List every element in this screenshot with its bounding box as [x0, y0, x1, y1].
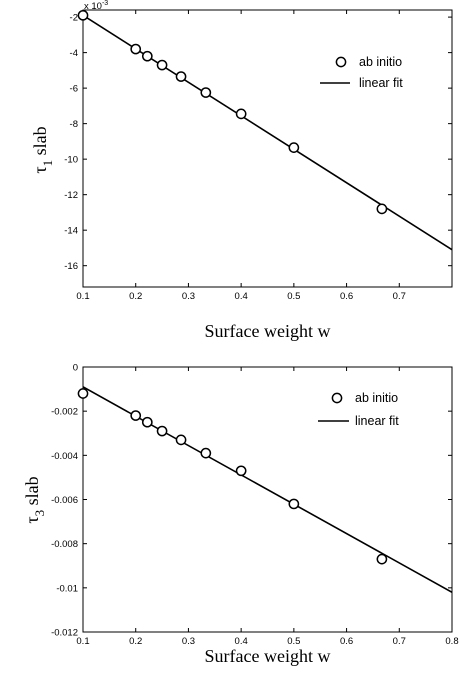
y-tick-label: -12 — [64, 190, 78, 201]
y-tick-label: -14 — [64, 226, 78, 237]
y-axis-label: τ3 slab — [22, 476, 47, 523]
y-tick-label: -4 — [70, 48, 78, 59]
data-point-ab-initio — [376, 203, 388, 215]
y-axis-label: τ1 slab — [30, 126, 55, 173]
y-tick-label: -0.008 — [51, 539, 78, 550]
x-tick-label: 0.5 — [287, 291, 300, 302]
data-point-ab-initio — [200, 447, 212, 459]
x-tick-label: 0.2 — [129, 636, 142, 647]
legend-label-linear-fit: linear fit — [359, 76, 403, 90]
x-tick-label: 0.6 — [340, 291, 353, 302]
y-tick-label: -0.006 — [51, 495, 78, 506]
x-tick-label: 0.4 — [235, 291, 248, 302]
data-point-ab-initio — [77, 9, 89, 21]
y-tick-label: -2 — [70, 13, 78, 24]
data-point-ab-initio — [130, 410, 142, 421]
x-axis-label: Surface weight w — [205, 321, 331, 341]
y-tick-label: -0.002 — [51, 407, 78, 418]
chart-panel-1: 0.1 0.2 0.3 0.4 0.5 0.6 0.7 -2 -4 -6 -8 -10 -12 -14 -1… — [30, 0, 453, 341]
x-tick-label: 0.1 — [76, 636, 89, 647]
legend: ab initio linear fit — [318, 391, 399, 428]
y-tick-label: 0 — [73, 363, 78, 374]
data-point-ab-initio — [376, 553, 388, 565]
plot-frame — [82, 9, 453, 288]
data-point-ab-initio — [141, 50, 153, 62]
x-tick-label: 0.5 — [287, 636, 300, 647]
y-tick-label: -0.01 — [56, 583, 78, 594]
data-point-ab-initio — [141, 416, 153, 428]
data-point-ab-initio — [175, 434, 187, 446]
chart-panel-2: 0.1 0.2 0.3 0.4 0.5 0.6 0.7 0.8 0 -0.002 -0.004 -0.… — [22, 363, 459, 667]
legend-label-ab-initio: ab initio — [359, 55, 402, 69]
legend-label-ab-initio: ab initio — [355, 391, 398, 405]
x-tick-label: 0.3 — [182, 636, 195, 647]
y-tick-label: -0.004 — [51, 451, 78, 462]
y-tick-label: -16 — [64, 261, 78, 272]
y-tick-label: -0.012 — [51, 628, 78, 639]
data-point-ab-initio — [288, 142, 300, 153]
y-tick-label: -8 — [70, 119, 78, 130]
y-exponent-label: x 10-3 — [84, 0, 108, 12]
data-point-ab-initio — [235, 108, 247, 120]
x-tick-label: 0.8 — [445, 636, 458, 647]
data-point-ab-initio — [235, 465, 247, 477]
legend: ab initio linear fit — [320, 55, 403, 90]
y-tick-label: -10 — [64, 155, 78, 166]
data-point-ab-initio — [175, 71, 187, 82]
x-tick-label: 0.6 — [340, 636, 353, 647]
legend-label-linear-fit: linear fit — [355, 414, 399, 428]
y-tick-label: -6 — [70, 84, 78, 95]
legend-marker-ab-initio — [331, 392, 343, 404]
data-point-ab-initio — [156, 425, 168, 437]
data-point-ab-initio — [200, 87, 212, 98]
x-tick-label: 0.7 — [393, 291, 406, 302]
data-point-ab-initio — [130, 43, 142, 55]
x-tick-label: 0.3 — [182, 291, 195, 302]
x-tick-label: 0.2 — [129, 291, 142, 302]
data-point-ab-initio — [288, 498, 300, 510]
x-axis-label: Surface weight w — [205, 646, 331, 666]
data-point-ab-initio — [156, 59, 168, 71]
x-tick-label: 0.1 — [76, 291, 89, 302]
data-point-ab-initio — [77, 388, 89, 399]
x-tick-label: 0.7 — [393, 636, 406, 647]
legend-marker-ab-initio — [335, 56, 347, 68]
plot-frame — [82, 366, 453, 633]
x-tick-label: 0.4 — [235, 636, 248, 647]
